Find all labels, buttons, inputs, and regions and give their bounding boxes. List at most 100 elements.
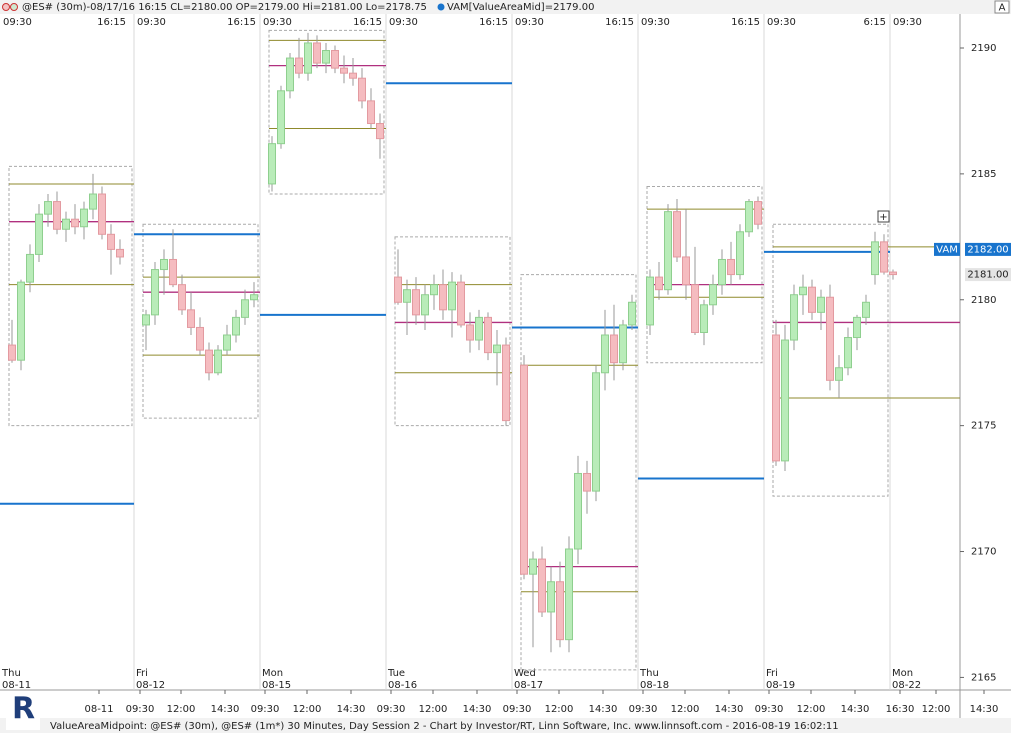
candle-body <box>8 344 16 361</box>
corner-button-label[interactable]: A <box>999 3 1006 14</box>
candle-body <box>799 286 807 296</box>
x-tick-label: 12:00 <box>167 704 196 715</box>
candle-body <box>376 123 384 140</box>
candle-body <box>709 284 717 306</box>
candle-body <box>844 337 852 369</box>
x-tick-label: 09:30 <box>126 704 155 715</box>
footer-text: ValueAreaMidpoint: @ES# (30m), @ES# (1m*… <box>50 721 839 732</box>
session-start-time: 09:30 <box>515 17 544 28</box>
session-start-time: 09:30 <box>893 17 922 28</box>
candle-body <box>116 248 124 258</box>
price-tag <box>965 268 1011 282</box>
session-end-time: 16:15 <box>479 17 508 28</box>
x-tick-label: 14:30 <box>715 704 744 715</box>
candle-body <box>98 193 106 235</box>
date-label: 08-22 <box>892 680 921 691</box>
logo <box>6 692 40 730</box>
expand-button[interactable] <box>877 210 890 223</box>
candle-body <box>403 289 411 303</box>
candle-body <box>44 201 52 215</box>
session-start-time: 09:30 <box>3 17 32 28</box>
price-tag <box>965 242 1011 256</box>
y-tick-label: 2175 <box>971 421 996 432</box>
candle-body <box>475 316 483 341</box>
candle-body <box>89 193 97 210</box>
date-label: 08-18 <box>640 680 669 691</box>
profile-box <box>646 185 763 364</box>
candle-body <box>71 218 79 228</box>
candle-body <box>457 281 465 326</box>
candle-body <box>691 284 699 333</box>
session-end-time: 16:15 <box>731 17 760 28</box>
candle-body <box>493 344 501 354</box>
candle-body <box>80 208 88 228</box>
candle-body <box>304 42 312 74</box>
candle-body <box>871 241 879 276</box>
x-tick-label: 14:30 <box>589 704 618 715</box>
session-start-time: 09:30 <box>767 17 796 28</box>
corner-button[interactable] <box>994 0 1010 14</box>
candle-body <box>268 143 276 185</box>
session-start-time: 09:30 <box>263 17 292 28</box>
indicator-dot <box>437 3 445 11</box>
date-label: 08-16 <box>388 680 417 691</box>
expand-icon[interactable]: + <box>879 212 887 223</box>
x-tick-label: 09:30 <box>251 704 280 715</box>
x-tick-label: 09:30 <box>755 704 784 715</box>
candle-body <box>826 296 834 381</box>
candle-body <box>26 253 34 283</box>
candle-body <box>286 57 294 92</box>
day-label: Thu <box>1 668 21 679</box>
candle-body <box>718 258 726 286</box>
day-label: Thu <box>639 668 659 679</box>
candle-body <box>62 218 70 230</box>
candle-body <box>673 211 681 258</box>
candle-body <box>151 269 159 316</box>
candle-body <box>205 349 213 374</box>
candle-body <box>835 367 843 381</box>
x-tick-label: 09:30 <box>503 704 532 715</box>
candle-body <box>781 339 789 462</box>
session-end-time: 16:15 <box>97 17 126 28</box>
candle-body <box>556 581 564 641</box>
candle-body <box>628 301 636 326</box>
candle-body <box>808 286 816 313</box>
candle-body <box>817 296 825 313</box>
date-label: 08-12 <box>136 680 165 691</box>
candle-body <box>466 324 474 341</box>
profile-box <box>394 236 511 427</box>
candle-body <box>421 294 429 316</box>
candle-body <box>754 201 762 225</box>
candle-body <box>853 316 861 339</box>
session-end-time: 16:15 <box>227 17 256 28</box>
x-tick-label: 14:30 <box>337 704 366 715</box>
day-label: Tue <box>387 668 405 679</box>
candle-body <box>322 50 330 64</box>
session-end-time: 6:15 <box>864 17 886 28</box>
header-bar <box>0 0 1011 14</box>
candle-body <box>439 284 447 311</box>
candle-body <box>574 472 582 550</box>
x-tick-label: 12:00 <box>419 704 448 715</box>
status-dot <box>10 3 18 11</box>
candle-body <box>727 258 735 276</box>
candle-body <box>187 309 195 328</box>
price-tag-label: 2182.00 <box>967 244 1008 255</box>
candle-body <box>367 100 375 125</box>
candle-body <box>484 316 492 354</box>
candle-body <box>502 344 510 422</box>
candle-body <box>331 50 339 69</box>
x-tick-label: 09:30 <box>629 704 658 715</box>
x-tick-label: 14:30 <box>841 704 870 715</box>
candle-body <box>592 372 600 492</box>
x-tick-label: 08-11 <box>84 704 113 715</box>
candle-body <box>430 284 438 296</box>
candle-body <box>583 472 591 492</box>
candle-body <box>664 211 672 291</box>
candle-body <box>142 314 150 326</box>
candle-body <box>223 334 231 351</box>
x-tick-label: 09:30 <box>377 704 406 715</box>
day-label: Mon <box>892 668 913 679</box>
candle-body <box>682 256 690 286</box>
